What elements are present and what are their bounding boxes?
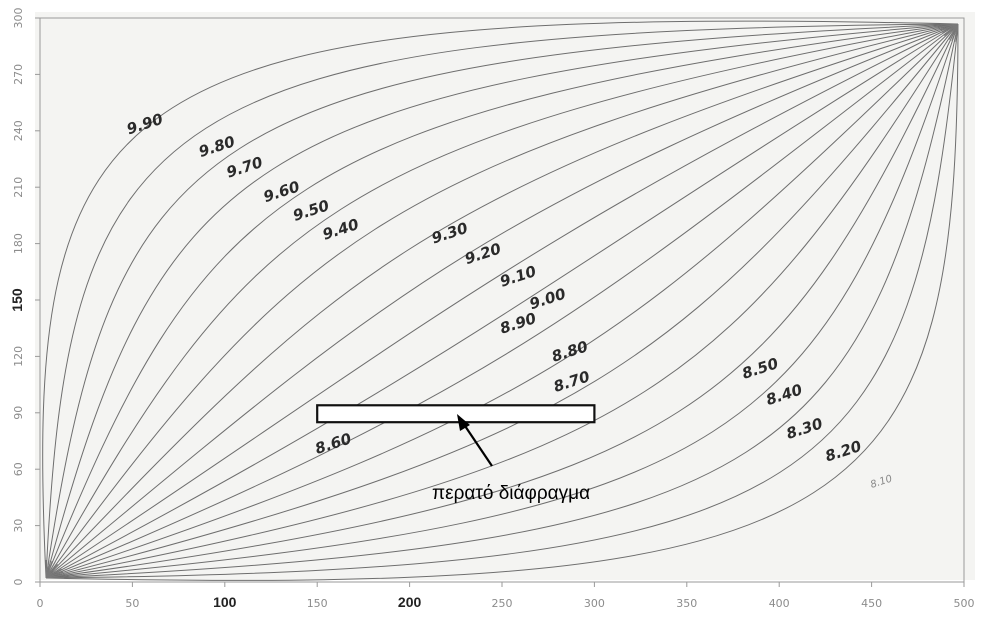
x-tick-label: 450 <box>861 597 882 610</box>
y-tick-label: 60 <box>12 462 25 476</box>
equipotential-line <box>42 20 959 579</box>
source-fan-line <box>45 560 50 579</box>
annotation-text: περατό διάφραγμα <box>432 483 590 504</box>
sink-fan-line <box>951 23 959 42</box>
y-tick-label: 210 <box>12 177 25 198</box>
source-fan-line <box>45 571 64 579</box>
equipotential-line <box>45 23 959 579</box>
equipotential-line <box>45 23 959 579</box>
annotation-arrowhead <box>457 414 470 431</box>
y-tick-label: 300 <box>12 8 25 29</box>
x-axis-ticks: 0 50 100 150 200 250 300 350 400 450 500 <box>37 582 975 610</box>
equipotential-line <box>45 23 959 579</box>
sink-fan-line <box>940 23 959 31</box>
equipotential-line <box>45 23 959 579</box>
x-tick-label: 0 <box>37 597 44 610</box>
equipotential-line <box>45 23 959 579</box>
x-tick-label: 350 <box>676 597 697 610</box>
y-axis-ticks: 0 30 60 90 120 150 180 210 240 270 300 <box>9 8 40 586</box>
equipotential-line <box>45 23 959 579</box>
sink-fan-line <box>954 23 959 42</box>
sink-fan-line <box>948 23 959 40</box>
equipotential-lines <box>42 20 959 581</box>
sink-fan-line <box>946 23 959 39</box>
permeable-barrier <box>316 404 596 424</box>
equipotential-line <box>45 23 959 579</box>
x-tick-label: 50 <box>125 597 139 610</box>
equipotential-line <box>45 23 959 579</box>
sink-fan-line <box>940 23 959 28</box>
source-fan-line <box>45 566 61 579</box>
equipotential-line <box>45 23 959 579</box>
equipotential-line <box>45 23 959 579</box>
source-fan-line <box>45 562 56 579</box>
x-tick-label: 300 <box>584 597 605 610</box>
equipotential-line <box>45 23 959 581</box>
y-tick-label: 120 <box>12 346 25 367</box>
x-tick-label: 400 <box>769 597 790 610</box>
x-tick-label: 500 <box>954 597 975 610</box>
y-tick-label: 240 <box>12 120 25 141</box>
x-tick-label: 200 <box>398 594 422 610</box>
equipotential-line <box>45 23 959 579</box>
y-tick-label: 30 <box>12 519 25 533</box>
y-tick-label: 90 <box>12 406 25 420</box>
source-fan-line <box>45 568 62 579</box>
plot-background <box>35 12 975 580</box>
annotation-arrow-shaft <box>460 419 493 467</box>
barrier-annotation: περατό διάφραγμα <box>432 414 590 504</box>
source-fan-line <box>45 563 58 579</box>
y-tick-label: 150 <box>9 288 25 312</box>
source-fan-line <box>45 560 53 579</box>
y-tick-label: 0 <box>12 579 25 586</box>
equipotential-line <box>45 23 959 579</box>
equipotential-line <box>45 23 959 579</box>
y-tick-label: 270 <box>12 64 25 85</box>
equipotential-line <box>45 23 959 579</box>
sink-fan-line <box>943 23 959 36</box>
x-tick-label: 250 <box>492 597 513 610</box>
equipotential-line <box>45 23 959 579</box>
source-fan-line <box>45 574 64 579</box>
equipotential-line <box>45 23 959 579</box>
equipotential-line <box>45 23 959 579</box>
sink-fan-line <box>942 23 959 34</box>
y-tick-label: 180 <box>12 233 25 254</box>
equipotential-line <box>45 23 959 579</box>
x-tick-label: 150 <box>307 597 328 610</box>
x-tick-label: 100 <box>213 594 237 610</box>
